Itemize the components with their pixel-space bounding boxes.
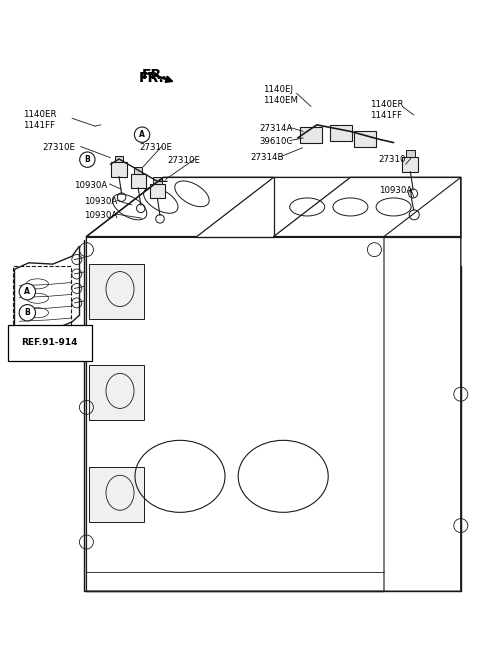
Text: A: A [139,130,145,139]
Text: 10930A: 10930A [84,211,117,220]
Bar [153,177,162,184]
Text: 27310E: 27310E [139,143,172,152]
Bar [89,365,144,420]
Text: FR.: FR. [139,70,165,85]
Text: 27314B: 27314B [251,153,284,162]
Text: 10930A: 10930A [74,181,108,190]
Bar [111,162,127,177]
Circle shape [19,284,36,300]
Circle shape [19,305,36,321]
Text: 27310E: 27310E [167,156,200,165]
Text: 10930A: 10930A [84,197,117,206]
Text: B: B [24,308,30,317]
Bar [89,467,144,522]
Text: REF.91-914: REF.91-914 [22,338,78,348]
Bar [89,263,144,319]
Text: 1140EJ
1140EM: 1140EJ 1140EM [263,85,298,104]
Bar [354,131,376,147]
Bar [406,150,415,157]
Bar [131,173,146,188]
Text: FR.: FR. [142,68,168,82]
Text: 27310E: 27310E [42,143,75,152]
Bar [13,266,71,355]
Circle shape [134,127,150,143]
Text: A: A [24,287,30,296]
Bar [115,156,123,162]
Circle shape [80,152,95,168]
Bar [402,157,419,172]
Text: 1140ER
1141FF: 1140ER 1141FF [370,100,403,120]
Text: 39610C: 39610C [259,137,293,147]
Bar [150,184,165,198]
Text: B: B [84,155,90,164]
Text: 27314A: 27314A [259,124,293,133]
Bar [134,167,143,173]
Bar [330,125,352,141]
Text: 10930A: 10930A [379,186,412,195]
Text: 27310: 27310 [378,155,406,164]
Text: 1140ER
1141FF: 1140ER 1141FF [23,110,57,129]
Bar [300,127,322,143]
